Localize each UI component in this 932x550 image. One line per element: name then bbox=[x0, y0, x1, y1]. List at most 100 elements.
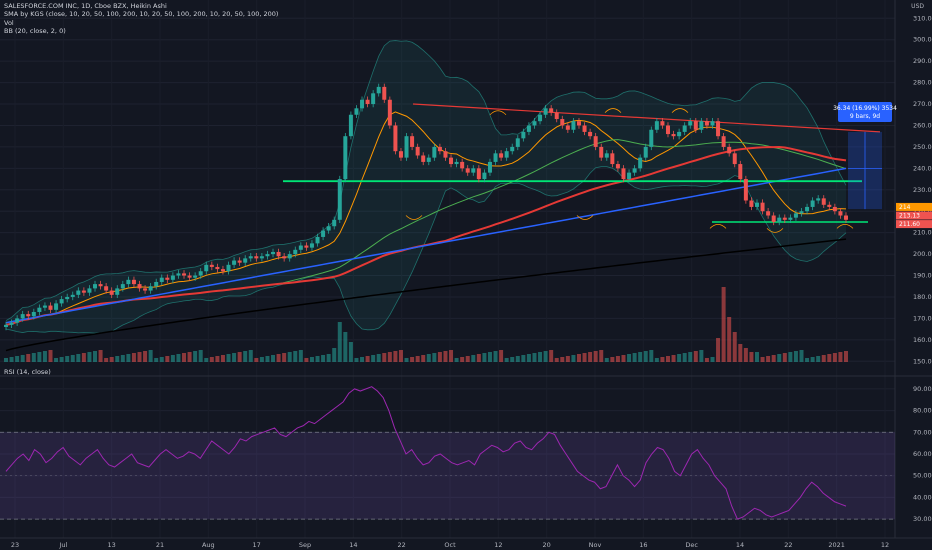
candle-body bbox=[215, 266, 220, 270]
volume-bar bbox=[220, 355, 225, 362]
candle-body bbox=[838, 211, 843, 216]
time-tick-label: Oct bbox=[444, 541, 456, 549]
candle-body bbox=[816, 198, 821, 201]
volume-bar bbox=[59, 357, 64, 362]
rsi-tick-label: 50.00 bbox=[913, 472, 932, 480]
candle-body bbox=[671, 134, 676, 137]
volume-bar bbox=[621, 355, 626, 362]
candle-body bbox=[832, 206, 837, 212]
volume-bar bbox=[538, 352, 543, 362]
rsi-tick-label: 30.00 bbox=[913, 515, 932, 523]
candle-body bbox=[788, 217, 793, 220]
candle-body bbox=[298, 245, 303, 250]
volume-bar bbox=[170, 355, 175, 362]
volume-bar bbox=[510, 357, 515, 362]
candle-body bbox=[426, 157, 431, 162]
volume-bar bbox=[493, 351, 498, 362]
volume-bar bbox=[810, 357, 815, 362]
price-axis[interactable]: 310.00 300.00 290.00 280.00 270.00 260.00 250.… bbox=[913, 14, 932, 365]
volume-bar bbox=[677, 354, 682, 362]
measure-label-line1: 36.34 (16.99%) 3534 bbox=[833, 105, 897, 112]
candle-body bbox=[59, 299, 64, 304]
volume-bar bbox=[159, 357, 164, 362]
candle-body bbox=[198, 271, 203, 276]
time-axis[interactable]: 23 Jul 13 21 Aug 17 Sep 14 22 Oct 12 20 Nov 16 Dec 14 22… bbox=[0, 537, 932, 549]
volume-bar bbox=[805, 358, 810, 362]
candle-body bbox=[154, 281, 159, 287]
price-tick-label: 300.00 bbox=[913, 36, 932, 44]
sma-legend[interactable]: SMA by KGS (close, 10, 20, 50, 100, 200,… bbox=[4, 10, 279, 19]
rsi-legend[interactable]: RSI (14, close) bbox=[4, 368, 51, 376]
price-tick-label: 240.00 bbox=[913, 164, 932, 172]
candle-body bbox=[482, 172, 487, 180]
candle-body bbox=[343, 136, 348, 180]
candle-body bbox=[582, 125, 587, 132]
candle-body bbox=[777, 217, 782, 222]
candle-body bbox=[688, 121, 693, 126]
volume-bar bbox=[482, 353, 487, 362]
volume-bar bbox=[610, 357, 615, 362]
volume-bar bbox=[576, 354, 581, 362]
bb-upper bbox=[5, 40, 847, 321]
volume-bar bbox=[271, 355, 276, 362]
price-tick-label: 190.00 bbox=[913, 272, 932, 280]
candle-body bbox=[254, 256, 259, 259]
volume-bar bbox=[226, 354, 231, 362]
volume-bar bbox=[521, 355, 526, 362]
vol-legend[interactable]: Vol bbox=[4, 18, 14, 27]
candle-body bbox=[766, 211, 771, 216]
candle-body bbox=[4, 324, 8, 327]
volume-bar bbox=[243, 351, 248, 362]
volume-bar bbox=[415, 356, 420, 362]
volume-bar bbox=[137, 352, 142, 362]
volume-bar bbox=[838, 352, 843, 362]
volume-bar bbox=[332, 348, 337, 362]
volume-bar bbox=[716, 338, 721, 362]
time-tick-label: Nov bbox=[589, 541, 602, 549]
volume-bar bbox=[743, 348, 748, 362]
volume-bar bbox=[104, 358, 109, 362]
candle-body bbox=[37, 307, 42, 312]
volume-bar bbox=[777, 354, 782, 362]
volume-bar bbox=[204, 358, 209, 362]
candle-body bbox=[654, 121, 659, 130]
candle-body bbox=[131, 279, 136, 285]
volume-bar bbox=[699, 350, 704, 362]
volume-bar bbox=[571, 355, 576, 362]
chart-legend[interactable]: SALESFORCE.COM INC, 1D, Cboe BZX, Heikin… bbox=[4, 2, 278, 36]
volume-bar bbox=[354, 358, 359, 362]
volume-bar bbox=[688, 352, 693, 362]
symbol-legend[interactable]: SALESFORCE.COM INC, 1D, Cboe BZX, Heikin… bbox=[4, 2, 167, 10]
volume-bar bbox=[693, 351, 698, 362]
pattern-arc bbox=[766, 228, 784, 233]
volume-bar bbox=[282, 353, 287, 362]
candle-body bbox=[48, 305, 53, 310]
volume-bar bbox=[215, 356, 220, 362]
volume-bar bbox=[398, 350, 403, 362]
candle-body bbox=[398, 151, 403, 158]
candle-body bbox=[304, 245, 309, 248]
candle-body bbox=[360, 99, 365, 109]
candle-body bbox=[660, 121, 665, 126]
volume-bar bbox=[588, 352, 593, 362]
candle-body bbox=[443, 151, 448, 158]
measure-label-line2: 9 bars, 9d bbox=[850, 113, 880, 120]
price-tag-text: 213.13 bbox=[899, 213, 920, 220]
currency-label: USD bbox=[911, 3, 924, 10]
time-tick-label: 22 bbox=[784, 541, 792, 549]
candle-body bbox=[793, 213, 798, 218]
rsi-axis[interactable]: 90.00 80.00 70.00 60.00 50.00 40.00 30.00 bbox=[913, 385, 932, 523]
price-tag-text: 214 bbox=[899, 204, 911, 211]
price-tick-label: 230.00 bbox=[913, 186, 932, 194]
time-tick-label: 12 bbox=[494, 541, 502, 549]
volume-bar bbox=[627, 354, 632, 362]
volume-bar bbox=[126, 354, 131, 362]
volume-bar bbox=[382, 353, 387, 362]
candle-body bbox=[20, 314, 25, 319]
bb-legend[interactable]: BB (20, close, 2, 0) bbox=[4, 27, 66, 36]
sma-150-line bbox=[5, 167, 847, 324]
